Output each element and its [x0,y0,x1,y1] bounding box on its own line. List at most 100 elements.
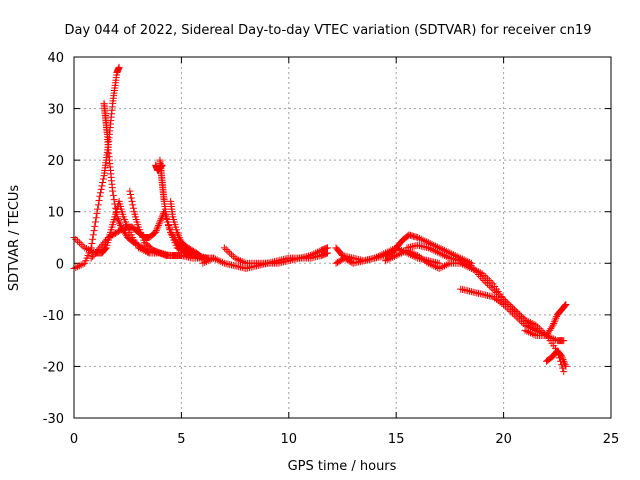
data-point [126,187,134,195]
data-point [235,256,243,264]
data-point [152,227,160,235]
data-point [158,161,166,169]
data-point [110,196,118,204]
data-point [514,314,522,322]
data-point [129,204,137,212]
data-point [421,237,429,245]
y-tick-label: 30 [47,103,64,118]
data-point [219,258,227,266]
data-point [432,263,440,271]
data-point [96,244,104,252]
data-point [152,228,160,236]
data-point [534,323,542,331]
data-point [444,260,452,268]
data-point [482,278,490,286]
data-marks [70,63,570,376]
data-point [435,249,443,257]
data-point [394,251,402,259]
data-point [558,352,566,360]
data-point [204,257,212,265]
data-point [91,218,99,226]
data-point [97,242,105,250]
data-point [102,237,110,245]
data-point [489,293,497,301]
data-point [99,178,107,186]
data-point [127,194,135,202]
data-point [442,261,450,269]
data-point [519,319,527,327]
data-point [83,245,91,253]
data-point [211,255,219,263]
data-point [90,251,98,259]
data-point [154,223,162,231]
data-point [510,311,518,319]
data-point [548,323,556,331]
data-point [133,240,141,248]
data-point [501,302,509,310]
plot-frame [73,56,612,419]
data-point [72,264,80,272]
data-point [394,245,402,253]
data-point [561,301,569,309]
data-point [231,254,239,262]
data-point [417,254,425,262]
x-tick-label: 20 [495,432,512,447]
chart-title: Day 044 of 2022, Sidereal Day-to-day VTE… [64,23,591,38]
data-point [373,253,381,261]
series-track-h [167,197,207,262]
data-point [155,220,163,228]
data-point [92,214,100,222]
data-point [392,252,400,260]
x-tick-label: 0 [70,432,78,447]
data-point [201,258,209,266]
y-tick-label: 10 [47,206,64,221]
data-point [439,251,447,259]
data-point [462,259,470,267]
data-point [521,326,529,334]
data-point [483,280,491,288]
data-point [184,244,192,252]
data-point [523,327,531,335]
data-point [98,182,106,190]
x-tick-label: 15 [388,432,405,447]
data-point [460,258,468,266]
data-point [562,301,570,309]
data-point [75,262,83,270]
data-point [507,307,515,315]
data-point [550,335,558,343]
data-point [494,290,502,298]
data-point [79,260,87,268]
data-point [526,329,534,337]
data-point [157,216,165,224]
data-point [101,246,109,254]
data-point [550,319,558,327]
data-point [410,250,418,258]
data-point [562,362,570,370]
series-track-j [220,244,331,267]
data-point [423,258,431,266]
data-point [487,283,495,291]
data-point [132,240,140,248]
data-point [153,225,161,233]
data-point [549,321,557,329]
data-point [112,209,120,217]
data-point [97,185,105,193]
data-point [341,254,349,262]
data-point [389,246,397,254]
data-point [389,253,397,261]
data-point [441,252,449,260]
data-point [417,235,425,243]
data-point [559,356,567,364]
data-point [233,255,241,263]
data-point [93,209,101,217]
data-point [91,222,99,230]
series-track-p [521,301,570,339]
data-point [552,336,560,344]
data-point [421,257,429,265]
data-point [84,246,92,254]
data-point [96,189,104,197]
data-point [530,331,538,339]
data-point [505,306,513,314]
data-point [335,258,343,266]
x-tick-label: 10 [281,432,298,447]
